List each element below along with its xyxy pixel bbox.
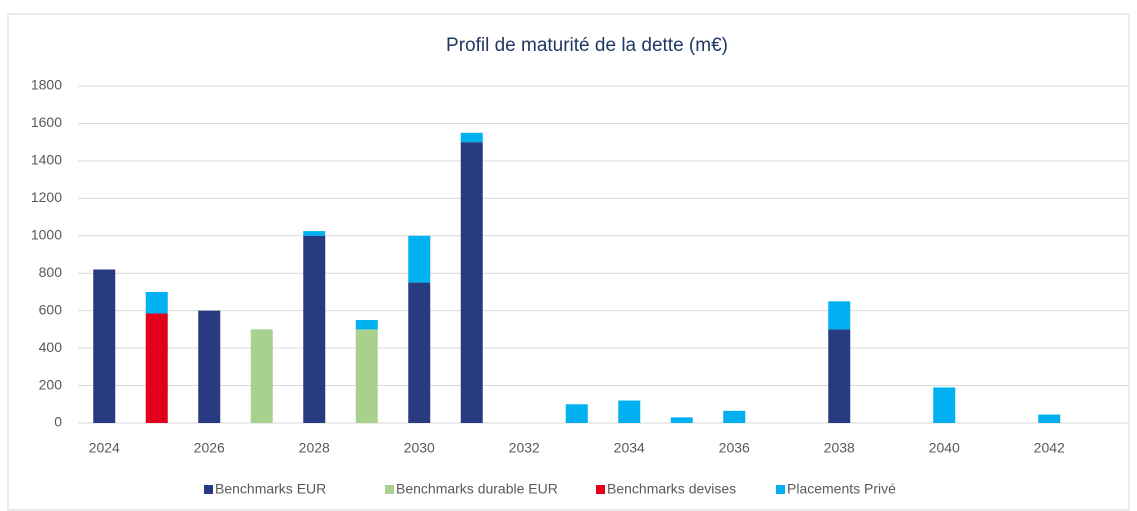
legend-swatch	[596, 485, 605, 494]
x-tick-label: 2042	[1034, 440, 1065, 456]
x-tick-label: 2024	[89, 440, 120, 456]
bar-segment	[408, 235, 431, 283]
bar-segment	[670, 417, 693, 423]
bar-segment	[618, 400, 641, 423]
y-tick-label: 0	[54, 414, 62, 430]
x-tick-label: 2028	[299, 440, 330, 456]
y-tick-label: 1800	[31, 77, 62, 93]
bar-segment	[723, 410, 746, 423]
legend-label: Benchmarks devises	[607, 481, 736, 497]
bar-segment	[303, 235, 326, 423]
chart-title: Profil de maturité de la dette (m€)	[446, 35, 728, 56]
y-tick-label: 400	[39, 339, 63, 355]
y-tick-label: 800	[39, 264, 63, 280]
x-tick-label: 2030	[404, 440, 435, 456]
legend-label: Benchmarks durable EUR	[396, 481, 558, 497]
x-tick-label: 2040	[929, 440, 960, 456]
chart-frame	[7, 13, 1130, 511]
legend-swatch	[385, 485, 394, 494]
x-tick-label: 2026	[194, 440, 225, 456]
bar-segment	[828, 329, 851, 423]
bar-segment	[933, 387, 956, 423]
y-tick-label: 1200	[31, 189, 62, 205]
bar-segment	[355, 320, 378, 330]
y-tick-label: 1600	[31, 114, 62, 130]
legend-swatch	[776, 485, 785, 494]
bar-segment	[408, 282, 431, 423]
legend-label: Benchmarks EUR	[215, 481, 326, 497]
bar-segment	[93, 269, 116, 423]
y-tick-label: 1000	[31, 226, 62, 242]
bar-segment	[303, 231, 326, 236]
x-tick-label: 2032	[509, 440, 540, 456]
bar-segment	[828, 301, 851, 330]
y-tick-label: 200	[39, 376, 63, 392]
legend-label: Placements Privé	[787, 481, 896, 497]
bar-segment	[1038, 414, 1061, 423]
y-tick-label: 600	[39, 301, 63, 317]
bar-segment	[250, 329, 273, 423]
bar-segment	[355, 329, 378, 423]
x-tick-label: 2038	[824, 440, 855, 456]
x-tick-label: 2036	[719, 440, 750, 456]
y-tick-label: 1400	[31, 152, 62, 168]
bar-segment	[460, 132, 483, 143]
x-tick-label: 2034	[614, 440, 645, 456]
bar-segment	[460, 142, 483, 423]
bar-segment	[198, 310, 221, 423]
bar-segment	[565, 404, 588, 423]
bar-segment	[145, 313, 168, 423]
bar-segment	[145, 291, 168, 314]
legend-swatch	[204, 485, 213, 494]
